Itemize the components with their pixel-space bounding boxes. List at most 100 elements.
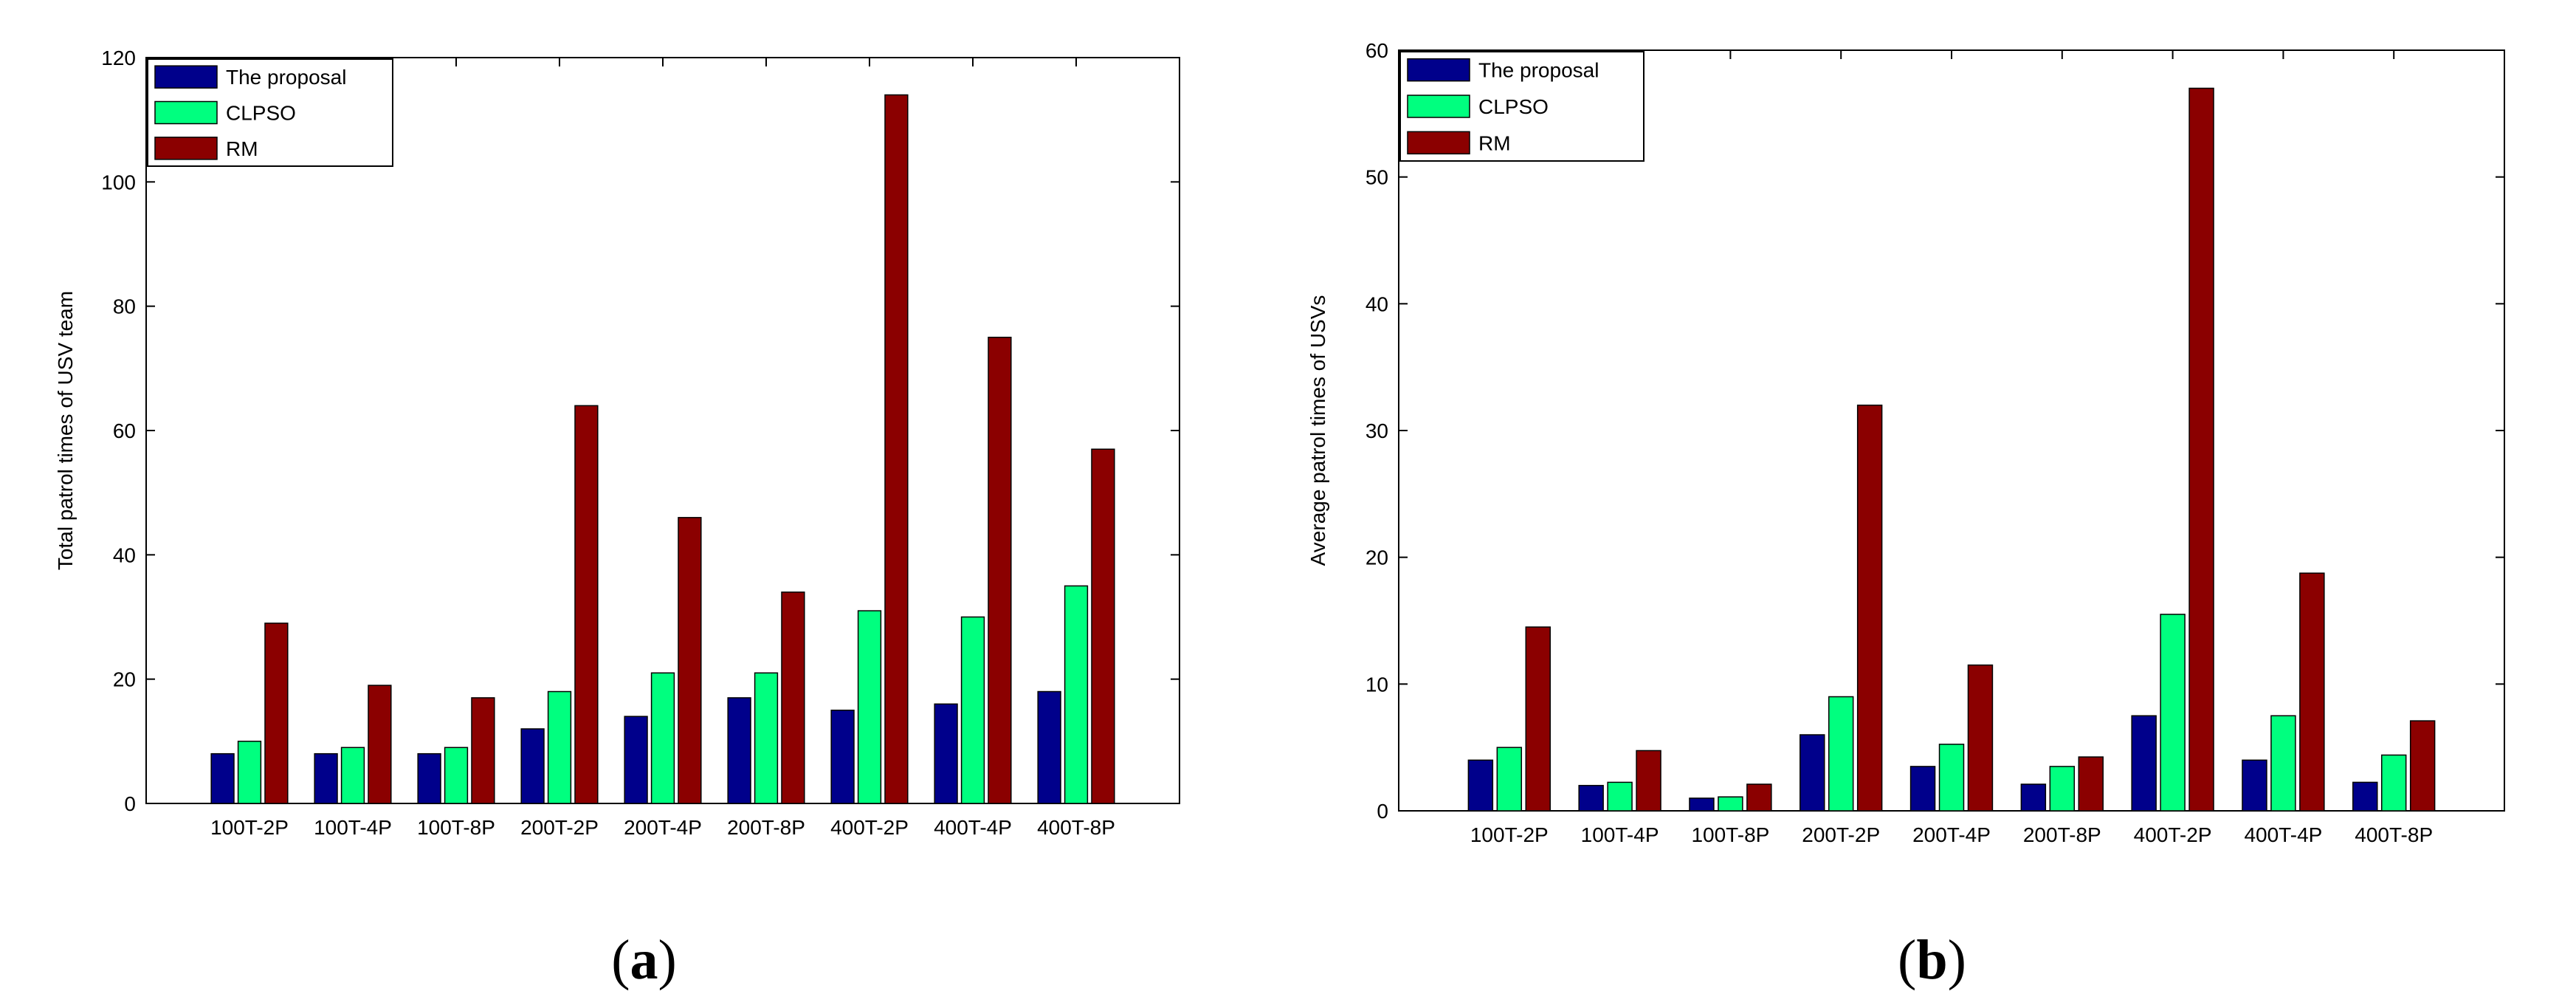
bar-rm-100t-4p (1636, 750, 1661, 812)
y-axis-label: Average patrol times of USVs (1306, 295, 1329, 566)
x-tick-label: 100T-4P (314, 816, 392, 839)
bar-the-proposal-200t-8p (2020, 784, 2047, 812)
bar-rm-200t-4p (1967, 664, 1994, 812)
bar-the-proposal-100t-2p (210, 752, 235, 804)
bar-clpso-400t-4p (960, 616, 985, 804)
bar-clpso-200t-2p (1828, 696, 1854, 812)
y-tick-label: 20 (1366, 546, 1388, 569)
bar-the-proposal-100t-4p (314, 752, 338, 804)
x-axis-label: Different kinds of targets and partition… (486, 846, 840, 849)
legend-label: The proposal (1478, 59, 1599, 82)
panel-label-a: a (630, 929, 658, 991)
y-tick-label: 40 (1366, 292, 1388, 315)
bar-rm-100t-8p (1746, 784, 1772, 812)
bar-rm-400t-8p (1091, 448, 1115, 804)
y-tick-label: 80 (113, 295, 136, 318)
bar-rm-400t-4p (988, 337, 1012, 804)
y-axis-label: Total patrol times of USV team (54, 291, 77, 570)
bar-the-proposal-200t-4p (624, 716, 648, 804)
legend-swatch (154, 137, 218, 160)
legend-swatch (154, 100, 218, 125)
legend-swatch (1407, 58, 1470, 82)
bar-the-proposal-400t-4p (2242, 759, 2267, 812)
bar-the-proposal-400t-8p (1037, 690, 1061, 804)
bar-the-proposal-200t-8p (727, 697, 751, 804)
y-tick-label: 120 (101, 47, 136, 69)
y-tick-label: 60 (113, 419, 136, 442)
bar-rm-100t-2p (1525, 626, 1551, 812)
x-tick-label: 100T-8P (417, 816, 495, 839)
bar-rm-100t-4p (368, 685, 392, 804)
bar-rm-400t-8p (2409, 720, 2436, 812)
chart-panel-b: 0 10 20 30 40 50 60 100T-2P 100T-4P 100T-8P 200T-2… (1288, 0, 2576, 1008)
y-tick-label: 60 (1366, 39, 1388, 62)
bar-clpso-100t-2p (237, 741, 262, 804)
bar-clpso-400t-2p (2160, 614, 2186, 812)
bar-the-proposal-100t-8p (1689, 798, 1715, 812)
y-tick-label: 20 (113, 668, 136, 691)
bar-clpso-100t-4p (340, 747, 365, 804)
bar-rm-100t-8p (471, 697, 495, 804)
x-tick-label: 200T-4P (624, 816, 702, 839)
bar-clpso-400t-4p (2270, 715, 2296, 812)
bar-clpso-400t-2p (857, 610, 882, 804)
panel-caption-b: (b) (1898, 929, 1966, 991)
y-tick-label: 0 (124, 792, 136, 815)
x-tick-label: 400T-2P (830, 816, 909, 839)
y-tick-label: 30 (1366, 419, 1388, 442)
y-tick-label: 40 (113, 544, 136, 566)
chart-panel-a: 0 20 40 60 80 100 120 100T-2P 100T-4P 100T-8P 200T… (54, 47, 1180, 991)
bar-rm-200t-8p (781, 592, 805, 804)
bar-the-proposal-100t-4p (1578, 784, 1604, 812)
y-tick-label: 0 (1377, 800, 1388, 823)
panel-label-b: b (1916, 929, 1948, 991)
bar-chart-b: 0 10 20 30 40 50 60 100T-2P 100T-4P 100T-8P 200T-2… (1306, 39, 2505, 846)
bar-rm-400t-2p (2188, 87, 2214, 812)
plot-area-b (1398, 49, 2505, 812)
y-tick-label: 50 (1366, 166, 1388, 189)
panel-caption-a: (a) (611, 929, 677, 991)
bar-the-proposal-400t-2p (2131, 715, 2157, 812)
bar-clpso-100t-4p (1607, 781, 1633, 812)
x-tick-label: 400T-4P (934, 816, 1012, 839)
x-tick-label: 200T-2P (520, 816, 599, 839)
bar-clpso-200t-4p (1938, 744, 1965, 812)
bar-the-proposal-200t-4p (1909, 766, 1936, 812)
bar-clpso-100t-8p (1718, 796, 1743, 812)
bar-clpso-400t-8p (1064, 585, 1089, 804)
bar-the-proposal-100t-8p (417, 752, 441, 804)
y-tick-label: 100 (101, 171, 136, 193)
y-tick-label: 10 (1366, 673, 1388, 696)
legend-label: CLPSO (226, 102, 296, 125)
x-tick-label: 400T-2P (2134, 823, 2212, 846)
bar-rm-400t-4p (2299, 572, 2325, 812)
bar-clpso-400t-8p (2380, 754, 2407, 812)
legend-b: The proposal CLPSO RM (1399, 51, 1645, 162)
bar-rm-200t-4p (678, 517, 702, 804)
bar-clpso-200t-8p (754, 672, 779, 804)
bar-rm-200t-2p (1856, 404, 1883, 812)
legend-label: The proposal (226, 66, 346, 89)
bar-clpso-200t-2p (547, 690, 572, 804)
bar-clpso-200t-4p (650, 672, 675, 804)
bar-rm-200t-2p (574, 405, 599, 804)
legend-label: RM (226, 137, 258, 160)
bar-the-proposal-200t-2p (1800, 734, 1825, 812)
bar-clpso-100t-2p (1496, 747, 1523, 812)
bar-the-proposal-100t-2p (1467, 759, 1494, 812)
x-tick-label: 200T-8P (727, 816, 805, 839)
bar-chart-a: 0 20 40 60 80 100 120 100T-2P 100T-4P 100T-8P 200T… (54, 47, 1180, 849)
x-tick-label: 100T-2P (1470, 823, 1549, 846)
x-tick-label: 200T-4P (1912, 823, 1991, 846)
bar-clpso-100t-8p (444, 747, 469, 804)
bar-rm-400t-2p (884, 94, 909, 804)
x-tick-label: 100T-4P (1581, 823, 1659, 846)
bar-the-proposal-200t-2p (520, 728, 545, 804)
legend-label: RM (1478, 131, 1511, 154)
legend-a: The proposal CLPSO RM (147, 58, 393, 167)
bar-rm-100t-2p (264, 623, 289, 804)
x-tick-label: 100T-8P (1691, 823, 1769, 846)
x-tick-label: 400T-4P (2244, 823, 2322, 846)
x-tick-label: 200T-8P (2023, 823, 2101, 846)
legend-swatch (1407, 95, 1470, 118)
